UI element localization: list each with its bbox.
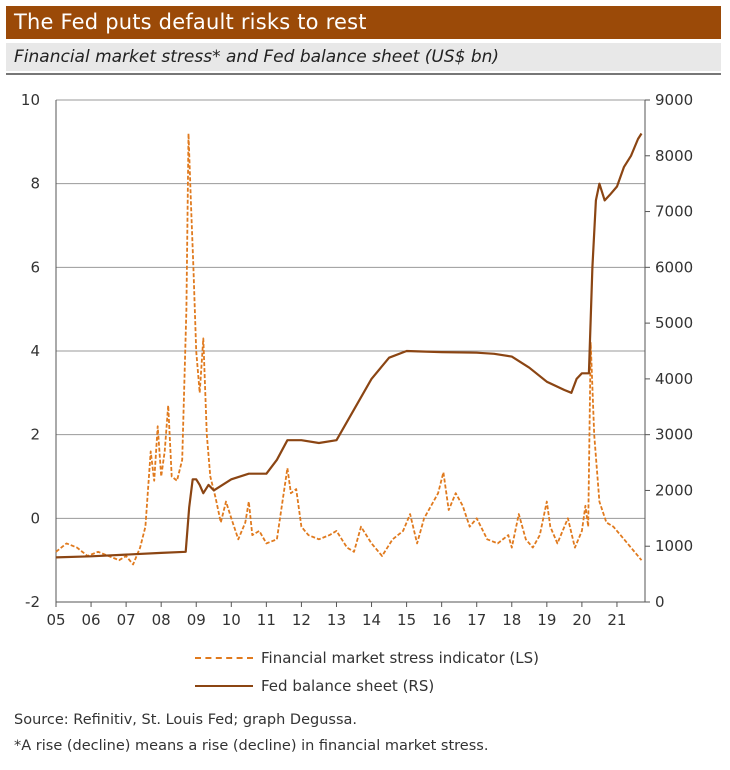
- series-lines: [55, 132, 643, 566]
- fed-balance-line: [55, 132, 643, 559]
- x-tick-label: 07: [117, 611, 136, 629]
- x-tick-label: 18: [502, 611, 521, 629]
- legend-item-balance: Fed balance sheet (RS): [195, 672, 539, 700]
- source-note: Source: Refinitiv, St. Louis Fed; graph …: [14, 712, 357, 728]
- right-tick-label: 2000: [655, 481, 693, 499]
- x-tick-label: 13: [327, 611, 346, 629]
- x-tick-label: 14: [362, 611, 381, 629]
- chart-canvas: -2 0 2 4 6 8 10 0 1000 2000 3000 4000 5000 6000 7000 8…: [21, 91, 693, 629]
- x-tick-label: 10: [222, 611, 241, 629]
- left-tick-label: 4: [30, 342, 40, 360]
- x-tick-label: 17: [467, 611, 486, 629]
- right-tick-label: 9000: [655, 91, 693, 109]
- gridlines: [56, 99, 645, 603]
- right-tick-label: 7000: [655, 203, 693, 221]
- x-tick-label: 05: [46, 611, 65, 629]
- x-tick-label: 15: [397, 611, 416, 629]
- x-tick-label: 21: [607, 611, 626, 629]
- x-tick-label: 09: [187, 611, 206, 629]
- chart-subtitle: Financial market stress* and Fed balance…: [6, 43, 721, 71]
- left-tick-label: -2: [25, 593, 40, 611]
- legend-label-stress: Financial market stress indicator (LS): [261, 649, 539, 667]
- left-tick-label: 2: [30, 426, 40, 444]
- legend-swatch-solid: [195, 685, 253, 687]
- x-tick-label: 08: [152, 611, 171, 629]
- left-tick-label: 6: [30, 258, 40, 276]
- left-tick-label: 10: [21, 91, 40, 109]
- left-tick-label: 0: [30, 509, 40, 527]
- x-tick-label: 16: [432, 611, 451, 629]
- header-divider: [6, 73, 721, 75]
- x-tick-label: 11: [257, 611, 276, 629]
- right-tick-label: 6000: [655, 258, 693, 276]
- legend: Financial market stress indicator (LS) F…: [195, 644, 539, 700]
- left-axis-ticks: -2 0 2 4 6 8 10: [21, 91, 40, 611]
- right-tick-label: 8000: [655, 147, 693, 165]
- x-axis-ticks: 05 06 07 08 09 10 11 12 13 14 15 16 17 18 19 20 21: [46, 602, 626, 629]
- right-tick-label: 4000: [655, 370, 693, 388]
- x-tick-label: 06: [82, 611, 101, 629]
- legend-item-stress: Financial market stress indicator (LS): [195, 644, 539, 672]
- left-tick-label: 8: [30, 175, 40, 193]
- stress-indicator-line: [55, 132, 643, 566]
- chart-title: The Fed puts default risks to rest: [6, 6, 721, 39]
- x-tick-label: 20: [572, 611, 591, 629]
- footnote: *A rise (decline) means a rise (decline)…: [14, 738, 489, 754]
- right-axis-ticks: 0 1000 2000 3000 4000 5000 6000 7000 8000 9000: [645, 91, 693, 611]
- x-tick-label: 12: [292, 611, 311, 629]
- legend-swatch-dashed: [195, 657, 253, 659]
- right-tick-label: 3000: [655, 426, 693, 444]
- right-tick-label: 0: [655, 593, 665, 611]
- right-tick-label: 1000: [655, 537, 693, 555]
- x-tick-label: 19: [537, 611, 556, 629]
- legend-label-balance: Fed balance sheet (RS): [261, 677, 435, 695]
- right-tick-label: 5000: [655, 314, 693, 332]
